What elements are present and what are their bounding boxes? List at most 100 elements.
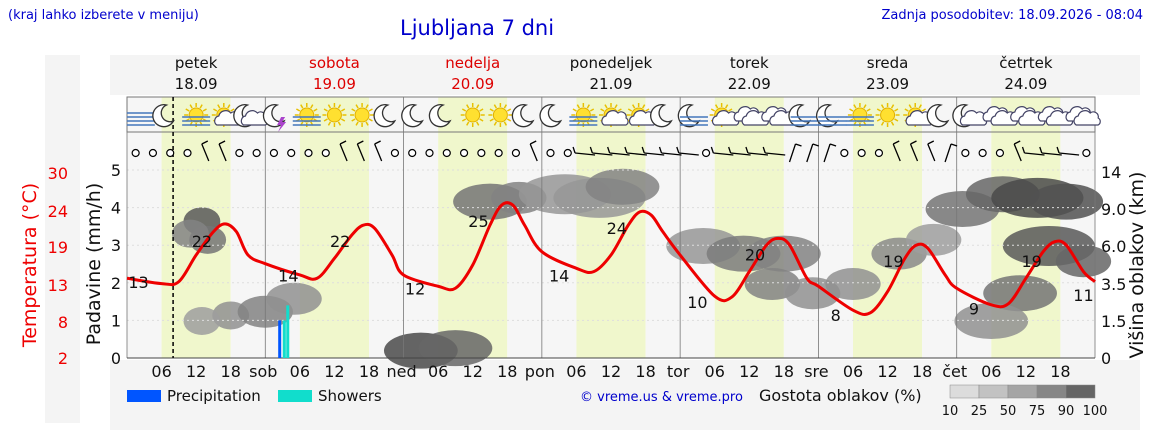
wind-calm-icon (961, 148, 970, 158)
hour-tick-label: 06 (566, 362, 586, 381)
day-name: sobota (309, 54, 360, 72)
wind-barb-icon (658, 146, 663, 154)
cloud-patch (983, 275, 1057, 312)
wind-barb-icon (201, 143, 210, 162)
cloud-density-label: Gostota oblakov (%) (759, 386, 922, 405)
sun-fog-icon (182, 103, 211, 127)
sun-fog-icon (569, 103, 598, 127)
temperature-label: 19 (1021, 252, 1041, 271)
hour-tick-label: 06 (151, 362, 171, 381)
cloud-patch (585, 168, 660, 205)
wind-barb-icon (910, 140, 917, 145)
temperature-tick: 8 (58, 313, 68, 332)
wind-barb-icon (1021, 146, 1026, 154)
wind-barb-icon (357, 140, 364, 145)
wind-barb-icon (788, 143, 797, 163)
fog-icon (126, 112, 155, 126)
wind-calm-icon (183, 148, 192, 158)
night-band (818, 97, 853, 358)
moon-fog-icon (788, 104, 819, 128)
wind-barb-icon (374, 143, 383, 162)
cloud-patch (1029, 183, 1104, 220)
wind-barb-icon (806, 143, 814, 163)
wind-barb-icon (1013, 143, 1022, 162)
wind-barb-icon (728, 146, 732, 154)
wind-calm-icon (459, 148, 469, 158)
day-tick-label: čet (942, 362, 967, 381)
moon-fog-icon (816, 104, 847, 128)
precip-tick: 5 (111, 161, 121, 180)
hour-tick-label: 06 (705, 362, 725, 381)
sun-icon (350, 103, 375, 127)
hour-tick-label: 12 (877, 362, 897, 381)
wind-barb-icon (713, 152, 734, 156)
wind-calm-icon (148, 148, 158, 158)
hour-tick-label: 18 (774, 362, 794, 381)
temperature-label: 11 (1073, 286, 1093, 305)
wind-barb-icon (201, 140, 209, 145)
day-name: ponedeljek (570, 54, 653, 72)
wind-barb-icon (829, 143, 837, 147)
cloud-density-tick: 25 (971, 404, 988, 419)
wind-calm-icon (874, 148, 884, 158)
cloud-density-swatch (1007, 384, 1038, 399)
hour-tick-label: 18 (221, 362, 241, 381)
day-header-panel (110, 55, 1140, 95)
night-band (680, 97, 715, 358)
wind-barb-icon (678, 152, 699, 156)
hour-tick-label: 18 (359, 362, 379, 381)
cloud-density-tick: 10 (942, 404, 959, 419)
temperature-label: 10 (687, 293, 707, 312)
sun-cloud-icon (599, 103, 629, 127)
temperature-label: 25 (468, 212, 488, 231)
credit: © vreme.us & vreme.pro (580, 390, 743, 405)
wind-barb-icon (710, 146, 714, 154)
wind-barb-icon (762, 146, 766, 154)
hour-tick-label: 06 (843, 362, 863, 381)
wind-barb-icon (644, 152, 665, 156)
sun-icon (460, 103, 485, 127)
temperature-label: 22 (330, 232, 350, 251)
wind-barb-icon (823, 143, 831, 163)
cloud-patch (418, 330, 493, 367)
wind-calm-icon (978, 148, 987, 158)
wind-barb-icon (950, 143, 958, 147)
day-name: četrtek (999, 54, 1053, 72)
wind-calm-icon (269, 148, 279, 158)
wind-barb-icon (575, 152, 596, 156)
wind-calm-icon (857, 148, 866, 158)
temperature-axis-panel (45, 55, 80, 423)
wind-barb-icon (676, 146, 680, 154)
cloud-patch (825, 268, 881, 300)
day-tick-label: sob (249, 362, 277, 381)
moon-icon (926, 104, 950, 128)
hour-tick-label: 06 (290, 362, 310, 381)
showers-legend-label: Showers (318, 387, 382, 405)
sun-icon (488, 103, 513, 127)
wind-barb-icon (572, 146, 576, 154)
cloud-density-swatch (1036, 384, 1067, 399)
wind-barb-icon (892, 143, 901, 162)
moon-icon (152, 104, 175, 128)
wind-barb-icon (944, 143, 952, 163)
cloud-density-swatch (978, 384, 1009, 399)
wind-barb-icon (607, 146, 611, 154)
temperature-tick: 13 (48, 276, 68, 295)
hour-tick-label: 18 (912, 362, 932, 381)
daylight-band (576, 97, 646, 358)
precipitation-bar (278, 320, 282, 358)
cloud-moon-icon (952, 104, 988, 128)
sun-icon (875, 103, 900, 127)
temperature-tick: 2 (58, 349, 68, 368)
wind-calm-icon (235, 148, 244, 158)
precip-tick: 1 (111, 311, 121, 330)
hour-tick-label: 18 (1050, 362, 1070, 381)
wind-barb-icon (1056, 146, 1060, 154)
hour-tick-label: 12 (463, 362, 483, 381)
temperature-label: 8 (831, 306, 841, 325)
daylight-band (714, 97, 784, 358)
wind-barb-icon (661, 152, 682, 156)
cloud-icon (982, 106, 1018, 126)
cloud-density-tick: 100 (1083, 404, 1108, 419)
